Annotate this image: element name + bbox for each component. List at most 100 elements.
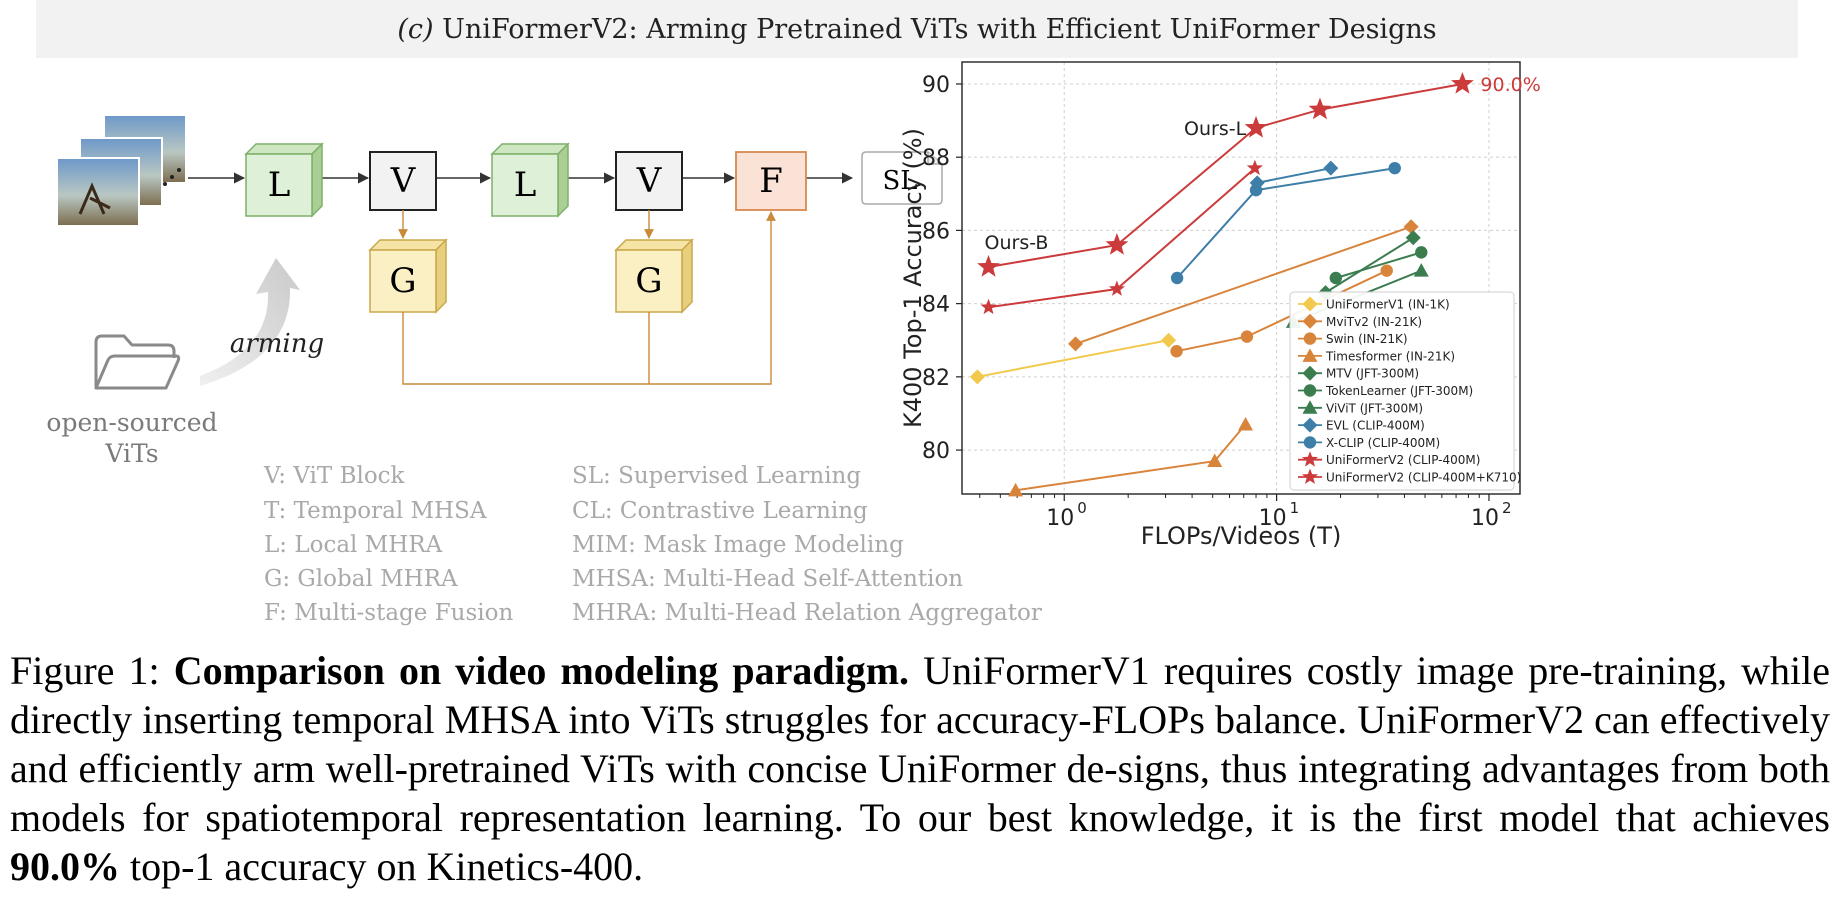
series-line [1335,251,1422,279]
x-tick-label: 10 [1471,506,1499,531]
legend-label: UniFormerV2 (CLIP-400M+K710) [1326,471,1521,485]
architecture-diagram: L V L V F SL [46,114,1042,626]
y-tick-label: 80 [922,439,950,464]
output-label-sl: SL [882,166,917,196]
caption-text-2: top-1 accuracy on Kinetics-400. [130,844,644,889]
data-point [1308,97,1332,120]
y-tick-label: 86 [922,219,950,244]
global-mhra-block-2: G [614,238,694,314]
data-point [1451,71,1474,94]
data-point [1415,246,1428,259]
legend-left-item: G: Global MHRA [264,566,458,592]
vit-block-2: V [615,151,683,211]
block-label-l2: L [514,165,537,205]
caption-text-1: UniFormerV1 requires costly image pre-tr… [10,648,1831,840]
legend-label: MviTv2 (IN-21K) [1326,315,1422,329]
series [1068,219,1419,352]
x-tick-label: 10 [1259,506,1287,531]
legend-label: UniFormerV1 (IN-1K) [1326,298,1450,312]
series-line [1257,167,1331,184]
series [1249,160,1339,191]
block-label-v2: V [636,161,663,201]
annotation-ours-l: Ours-L [1184,118,1247,140]
folder-label-line2: ViTs [104,439,158,468]
data-point [1413,263,1429,277]
caption-bold-title: Comparison on video modeling paradigm. [173,648,910,693]
annotation-best: 90.0% [1480,74,1540,96]
fusion-connectors [402,211,776,385]
diagram-legend-left: V: ViT Block T: Temporal MHSA L: Local M… [263,463,513,626]
legend-label: MTV (JFT-300M) [1326,367,1419,381]
y-tick-label: 90 [922,73,950,98]
legend-entry: X-CLIP (CLIP-400M) [1298,436,1440,450]
banner-title-text: UniFormerV2: Arming Pretrained ViTs with… [442,13,1437,45]
legend-marker [1302,313,1318,329]
data-point [1170,271,1184,285]
figure-banner: (c) UniFormerV2: Arming Pretrained ViTs … [36,0,1798,58]
legend-right-item: MIM: Mask Image Modeling [572,532,904,558]
data-point [1380,264,1393,277]
data-point [1105,233,1129,255]
data-point [969,369,985,385]
legend-label: TokenLearner (JFT-300M) [1325,384,1473,398]
series-line [977,339,1169,378]
legend-left-item: V: ViT Block [263,463,406,489]
arming-label: arming [230,329,324,359]
series [980,159,1263,315]
data-point [1068,336,1084,352]
banner-title: (c) UniFormerV2: Arming Pretrained ViTs … [397,14,1436,45]
figure-caption: Figure 1: Comparison on video modeling p… [10,646,1830,891]
legend-entry: MTV (JFT-300M) [1298,365,1419,381]
series [1329,246,1428,285]
y-axis-label: K400 Top-1 Accuracy (%) [899,128,927,428]
block-label-g2: G [635,261,662,301]
y-tick-label: 84 [922,293,950,318]
legend-label: Swin (IN-21K) [1326,332,1408,346]
legend-entry: TokenLearner (JFT-300M) [1298,384,1473,398]
series-line [1075,225,1412,345]
legend-entry: MviTv2 (IN-21K) [1298,313,1422,329]
legend-left-item: F: Multi-stage Fusion [264,600,513,626]
folder-label-line1: open-sourced [46,408,217,437]
series-line [1176,167,1395,279]
data-point [1403,219,1419,235]
legend-entry: Swin (IN-21K) [1298,332,1408,346]
x-tick-exponent: 2 [1502,499,1512,517]
data-point [1246,159,1263,176]
local-mhra-block-1: L [244,142,324,218]
legend-right-item: MHSA: Multi-Head Self-Attention [572,566,963,592]
legend-right-item: MHRA: Multi-Head Relation Aggregator [572,600,1042,626]
local-mhra-block-2: L [490,142,570,218]
fusion-block: F [735,151,807,211]
data-point [1238,416,1254,431]
legend-marker [1303,332,1317,345]
series-line [1324,236,1414,294]
data-point [1207,453,1223,468]
data-point [1161,332,1177,348]
supervised-learning-document-icon: SL [861,151,943,205]
block-label-l1: L [268,165,291,205]
legend-label: Timesformer (IN-21K) [1325,349,1455,363]
chart-legend: UniFormerV1 (IN-1K) MviTv2 (IN-21K) Swin (… [1289,291,1521,491]
data-point [1249,183,1263,197]
legend-marker [1302,296,1318,312]
series [1170,161,1401,285]
x-tick-exponent: 1 [1290,499,1300,517]
data-point [1329,271,1343,285]
caption-label: Figure 1: [10,648,160,693]
data-point [1388,161,1401,175]
legend-marker [1302,400,1318,414]
data-point [1008,482,1024,497]
x-tick-label: 10 [1046,506,1074,531]
legend-marker [1302,348,1318,362]
legend-entry: UniFormerV2 (CLIP-400M) [1298,451,1480,467]
banner-prefix: (c) [397,13,434,45]
data-point [1323,160,1339,176]
block-label-v1: V [390,161,417,201]
legend-marker [1302,417,1318,433]
data-point [1405,230,1421,246]
legend-label: EVL (CLIP-400M) [1326,419,1425,433]
legend-entry: EVL (CLIP-400M) [1298,417,1425,433]
legend-marker [1301,468,1319,484]
